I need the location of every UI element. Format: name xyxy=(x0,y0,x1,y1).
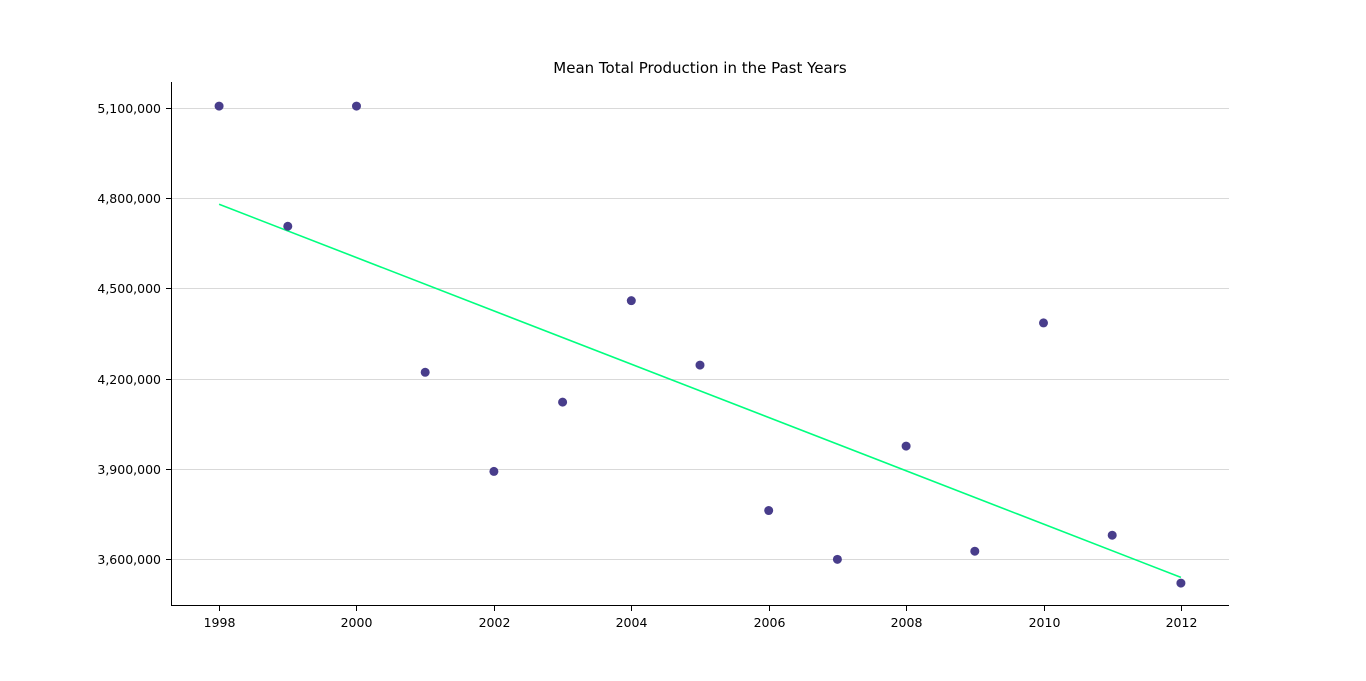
data-point xyxy=(832,554,842,564)
data-point xyxy=(1039,318,1049,328)
y-tick-label: 4,800,000 xyxy=(97,191,161,206)
y-tick-label: 4,500,000 xyxy=(97,281,161,296)
data-point xyxy=(420,367,430,377)
data-point xyxy=(970,546,980,556)
y-tick-label: 3,600,000 xyxy=(97,552,161,567)
data-point xyxy=(695,360,705,370)
y-tick-label: 4,200,000 xyxy=(97,372,161,387)
y-axis-ticks: 3,600,000 3,900,000 4,200,000 4,500,000 4,80… xyxy=(97,101,171,567)
data-point xyxy=(283,221,293,231)
x-tick-label: 2004 xyxy=(616,615,648,630)
data-point xyxy=(351,101,361,111)
trendline-layer xyxy=(218,203,1182,579)
x-axis-ticks: 1998 2000 2002 2004 2006 2008 2010 2012 xyxy=(204,606,1198,630)
y-tick-label: 3,900,000 xyxy=(97,462,161,477)
x-tick-label: 2002 xyxy=(479,615,511,630)
data-point xyxy=(1176,578,1186,588)
data-point xyxy=(901,441,911,451)
data-point xyxy=(764,506,774,516)
x-tick-label: 2006 xyxy=(754,615,786,630)
grid-lines xyxy=(171,108,1229,560)
data-point xyxy=(558,397,568,407)
x-tick-label: 2010 xyxy=(1029,615,1061,630)
x-tick-label: 2000 xyxy=(341,615,373,630)
chart-title: Mean Total Production in the Past Years xyxy=(553,59,847,77)
data-point xyxy=(1107,530,1117,540)
x-tick-label: 1998 xyxy=(204,615,236,630)
x-tick-label: 2012 xyxy=(1166,615,1198,630)
data-points xyxy=(214,101,1186,588)
data-point xyxy=(489,466,499,476)
trend-line xyxy=(218,203,1182,579)
y-tick-label: 5,100,000 xyxy=(97,101,161,116)
x-tick-label: 2008 xyxy=(891,615,923,630)
data-point xyxy=(626,296,636,306)
data-point xyxy=(214,101,224,111)
